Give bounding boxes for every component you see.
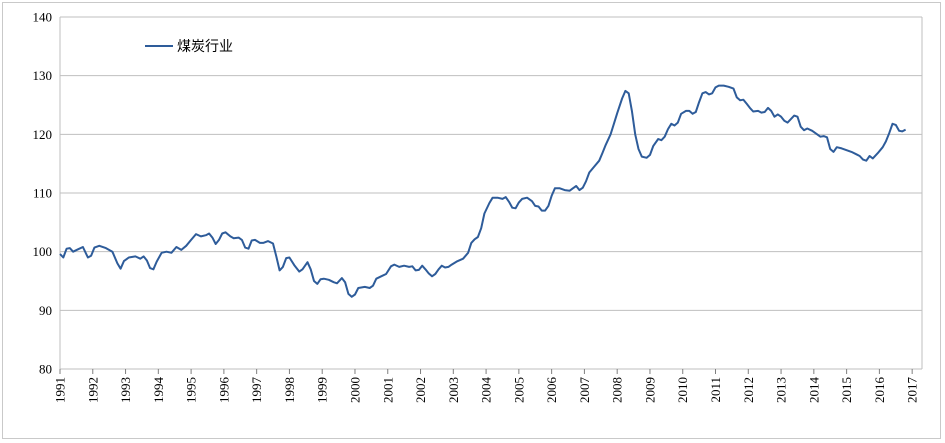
x-tick-label: 2012 xyxy=(741,377,756,403)
x-tick-label: 2002 xyxy=(413,377,428,403)
x-tick-label: 2009 xyxy=(642,377,657,403)
y-tick-label: 110 xyxy=(33,186,52,201)
x-tick-label: 2000 xyxy=(347,377,362,403)
y-axis-ticks: 80 90 100 110 120 130 140 xyxy=(33,10,53,377)
x-tick-label: 2014 xyxy=(806,377,821,404)
y-tick-label: 90 xyxy=(39,303,52,318)
x-tick-label: 1996 xyxy=(216,377,231,404)
x-tick-label: 1993 xyxy=(118,377,133,403)
legend: 煤炭行业 xyxy=(145,39,233,55)
x-tick-label: 2013 xyxy=(774,377,789,403)
y-tick-label: 140 xyxy=(33,10,53,25)
x-tick-label: 1995 xyxy=(184,377,199,403)
y-tick-label: 130 xyxy=(33,68,53,83)
grid-lines xyxy=(59,16,923,370)
x-tick-label: 1994 xyxy=(151,377,166,404)
x-tick-label: 1999 xyxy=(315,377,330,403)
x-tick-label: 2004 xyxy=(479,377,494,404)
x-tick-label: 2008 xyxy=(610,377,625,403)
y-tick-label: 100 xyxy=(33,244,53,259)
x-tick-label: 1998 xyxy=(282,377,297,403)
y-tick-label: 80 xyxy=(39,362,52,377)
x-tick-label: 2001 xyxy=(380,377,395,403)
x-tick-label: 2017 xyxy=(905,377,920,404)
x-tick-label: 1997 xyxy=(249,377,264,404)
x-tick-label: 1992 xyxy=(85,377,100,403)
x-tick-label: 2003 xyxy=(446,377,461,403)
x-tick-label: 2015 xyxy=(839,377,854,403)
y-tick-label: 120 xyxy=(33,127,53,142)
x-tick-label: 1991 xyxy=(53,377,68,403)
series-line-0 xyxy=(59,84,907,298)
x-tick-label: 2007 xyxy=(577,377,592,404)
x-tick-label: 2010 xyxy=(675,377,690,403)
x-axis-ticks: 1991 1992 1993 1994 1995 1996 1997 1998 1999 2000… xyxy=(53,369,920,403)
x-tick-label: 2005 xyxy=(511,377,526,403)
x-tick-label: 2011 xyxy=(708,377,723,403)
x-tick-label: 2016 xyxy=(872,377,887,404)
legend-label: 煤炭行业 xyxy=(177,39,233,55)
x-tick-label: 2006 xyxy=(544,377,559,404)
series-group xyxy=(59,84,907,298)
